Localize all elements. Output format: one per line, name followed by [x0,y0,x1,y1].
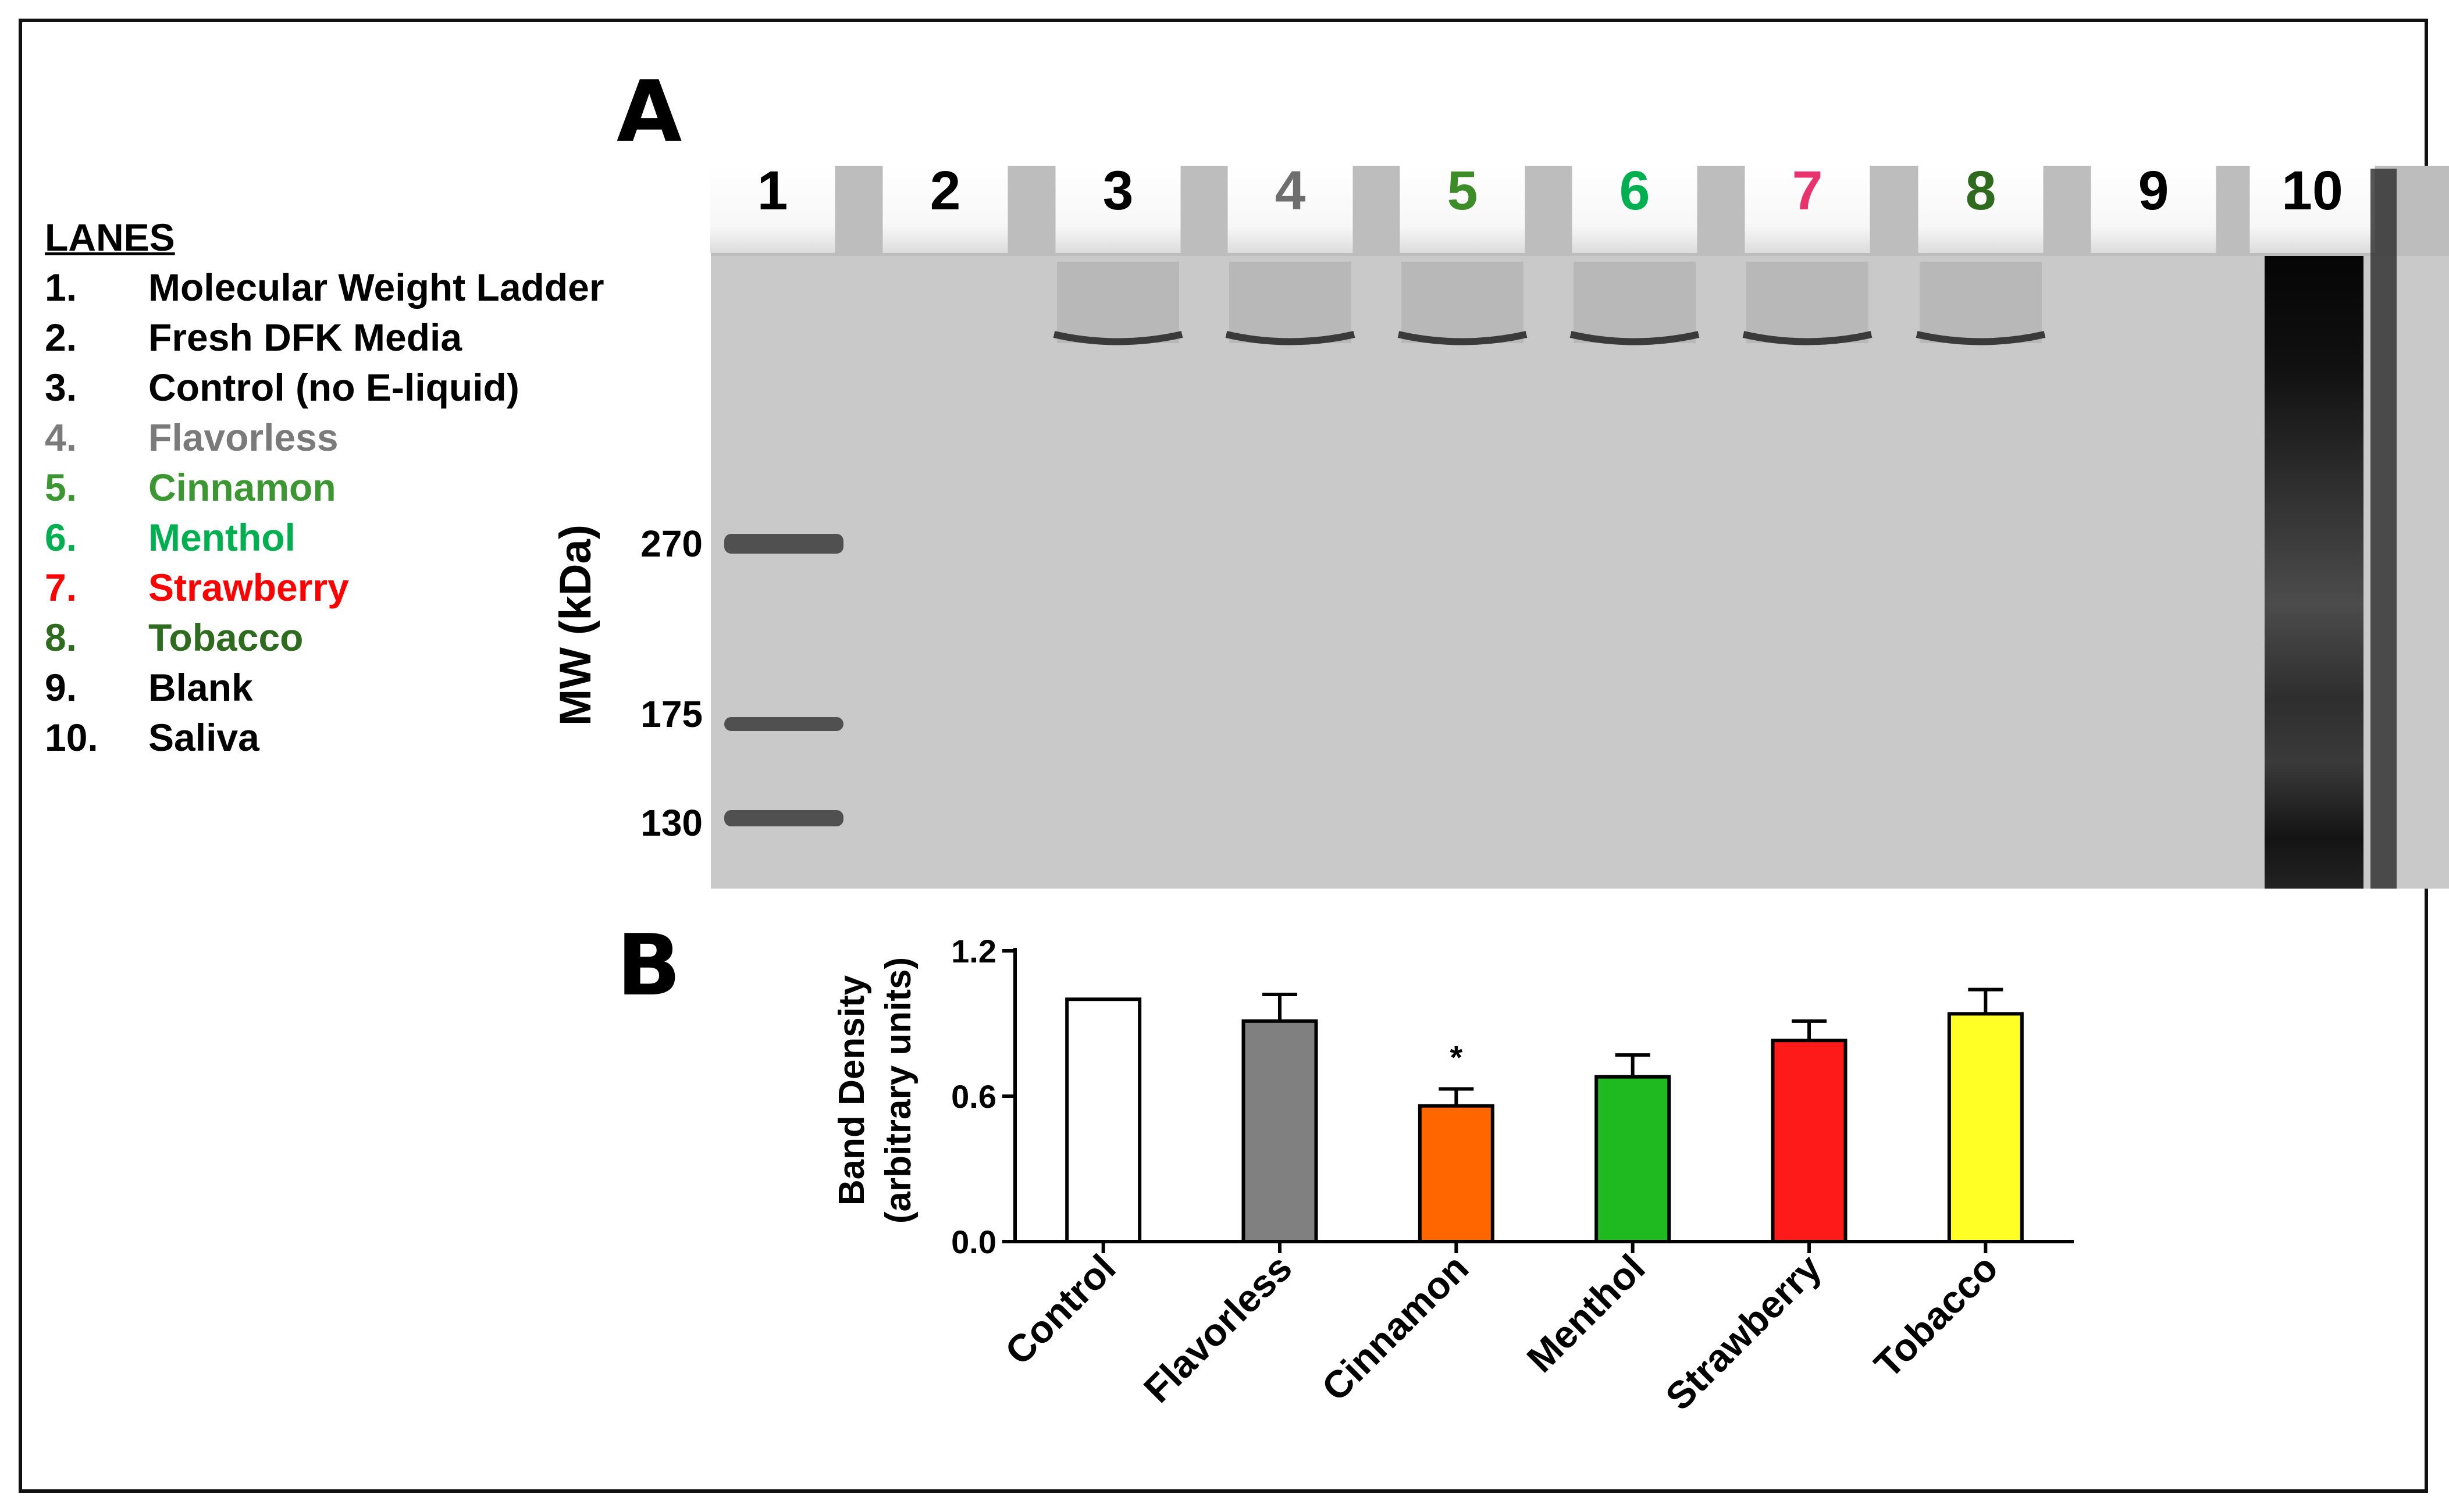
gel-lane-number: 8 [1966,160,1996,222]
ladder-band [724,534,843,554]
sample-lane-zone [1401,262,1523,343]
lane-legend-item: 6. Menthol [45,512,604,562]
bar-strawberry [1771,1039,1848,1243]
protein-band [1225,331,1355,345]
lane-legend-item: 5. Cinnamon [45,462,604,512]
y-tick-label: 0.0 [951,1224,996,1260]
y-axis-label: Band Density [832,975,872,1206]
lane-legend-number: 3. [45,366,77,409]
protein-band [1397,331,1528,345]
gel-edge-shadow [2370,169,2397,889]
lane-legend-number: 9. [45,666,77,709]
x-tick-label: Menthol [1518,1246,1653,1381]
gel-lane-number: 10 [2281,160,2343,222]
gel-lane-number: 1 [757,160,788,222]
bar-menthol [1594,1075,1671,1243]
lane-legend-number: 1. [45,266,77,309]
panel-b-letter: B [617,917,681,1015]
gel-well [1055,166,1181,253]
bar-control [1065,997,1142,1244]
gel-well [1400,166,1525,253]
gel-lane-number: 4 [1275,160,1306,222]
sample-lane-zone [1574,262,1696,343]
y-axis-label-units: (arbitrary units) [878,957,919,1224]
lane-legend-label: Molecular Weight Ladder [148,266,604,309]
lane-legend-label: Control (no E-liquid) [148,366,519,409]
lane-legend-item: 7. Strawberry [45,562,604,612]
lane-legend-label: Cinnamon [148,466,336,509]
sample-lane-zone [1920,262,2042,343]
lane-legend-label: Fresh DFK Media [148,316,462,359]
gel-well [1572,166,1697,253]
gel-y-axis-label: MW (kDa) [551,525,600,726]
ladder-band [724,810,843,826]
gel-well [1745,166,1870,253]
lane-legend-item: 10. Saliva [45,712,604,762]
lane-legend-item: 4. Flavorless [45,412,604,462]
gel-well [1227,166,1353,253]
bar-flavorless [1241,1019,1318,1244]
gel-well [2249,166,2375,253]
gel-lane-number: 3 [1103,160,1134,222]
lane-legend-label: Strawberry [148,566,349,609]
x-tick-label: Strawberry [1657,1246,1829,1418]
gel-lane-number: 5 [1447,160,1478,222]
lane-legend-item: 8. Tobacco [45,612,604,662]
mw-marker-label: 130 [640,802,703,844]
lane-legend-label: Saliva [148,716,259,759]
lane-legend-number: 2. [45,316,77,359]
sample-lane-zone [1746,262,1868,343]
lane-legend-label: Blank [148,666,253,709]
lane-legend-number: 4. [45,416,77,459]
gel-lane-number: 9 [2138,160,2169,222]
protein-band [1742,331,1873,345]
lane-legend-number: 10. [45,716,98,759]
x-tick-label: Cinnamon [1314,1246,1476,1409]
lane-legend-label: Flavorless [148,416,339,459]
x-tick-label: Tobacco [1866,1246,2006,1386]
lane-legend-item: 2. Fresh DFK Media [45,312,604,362]
gel-lane-number: 2 [930,160,961,222]
panel-a-letter: A [617,63,682,161]
lane-legend-number: 6. [45,516,77,559]
lane-legend-label: Menthol [148,516,296,559]
sample-lane-zone [1229,262,1351,343]
protein-band [1053,331,1183,345]
protein-band [1569,331,1700,345]
saliva-smear [2265,256,2363,889]
lane-legend-item: 9. Blank [45,662,604,712]
lanes-heading: LANES [45,216,175,259]
gel-lane-number: 7 [1792,160,1823,222]
protein-band [1916,331,2046,345]
lane-legend-number: 7. [45,566,77,609]
mw-marker-label: 270 [640,523,703,565]
lanes-legend: LANES 1. Molecular Weight Ladder 2. Fresh D… [45,212,604,762]
gel-well [710,166,835,253]
lane-legend-item: 1. Molecular Weight Ladder [45,262,604,312]
lane-legend-number: 5. [45,466,77,509]
gel-well [882,166,1008,253]
gel-lane-number: 6 [1619,160,1650,222]
bar-tobacco [1947,1012,2024,1244]
lane-legend-number: 8. [45,616,77,659]
y-tick-label: 0.6 [951,1078,996,1115]
y-tick-label: 1.2 [951,933,996,969]
lane-legend-label: Tobacco [148,616,304,659]
mw-marker-label: 175 [640,693,703,735]
gel-well [1918,166,2044,253]
lane-list: 1. Molecular Weight Ladder 2. Fresh DFK Med… [45,262,604,762]
significance-marker: * [1450,1039,1462,1076]
bar-cinnamon [1418,1104,1494,1243]
x-tick-label: Control [996,1246,1123,1373]
ladder-band [724,717,843,731]
gel-well [2091,166,2216,253]
sample-lane-zone [1057,262,1179,343]
lane-legend-item: 3. Control (no E-liquid) [45,362,604,412]
x-tick-label: Flavorless [1135,1246,1300,1411]
